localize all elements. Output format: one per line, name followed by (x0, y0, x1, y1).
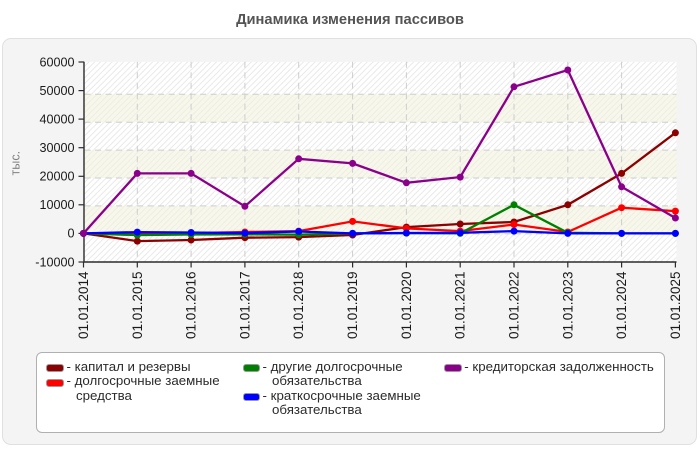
svg-text:01.01.2024: 01.01.2024 (614, 271, 629, 339)
svg-text:01.01.2022: 01.01.2022 (507, 271, 522, 339)
svg-text:01.01.2017: 01.01.2017 (237, 271, 252, 339)
svg-text:0: 0 (67, 227, 74, 241)
svg-text:50000: 50000 (39, 84, 74, 98)
svg-text:01.01.2016: 01.01.2016 (184, 271, 199, 339)
svg-text:20000: 20000 (39, 170, 74, 184)
svg-text:01.01.2020: 01.01.2020 (399, 271, 414, 339)
svg-text:10000: 10000 (39, 198, 74, 212)
svg-text:30000: 30000 (39, 141, 74, 155)
svg-text:40000: 40000 (39, 112, 74, 126)
svg-text:01.01.2015: 01.01.2015 (130, 271, 145, 339)
svg-text:01.01.2014: 01.01.2014 (76, 271, 91, 339)
svg-text:01.01.2018: 01.01.2018 (291, 271, 306, 339)
svg-text:01.01.2023: 01.01.2023 (560, 271, 575, 339)
svg-text:60000: 60000 (39, 55, 74, 69)
svg-text:01.01.2021: 01.01.2021 (453, 271, 468, 339)
svg-text:01.01.2019: 01.01.2019 (345, 271, 360, 339)
svg-text:тыс.: тыс. (9, 151, 23, 176)
svg-text:01.01.2025: 01.01.2025 (668, 271, 683, 339)
svg-text:-10000: -10000 (35, 255, 74, 269)
